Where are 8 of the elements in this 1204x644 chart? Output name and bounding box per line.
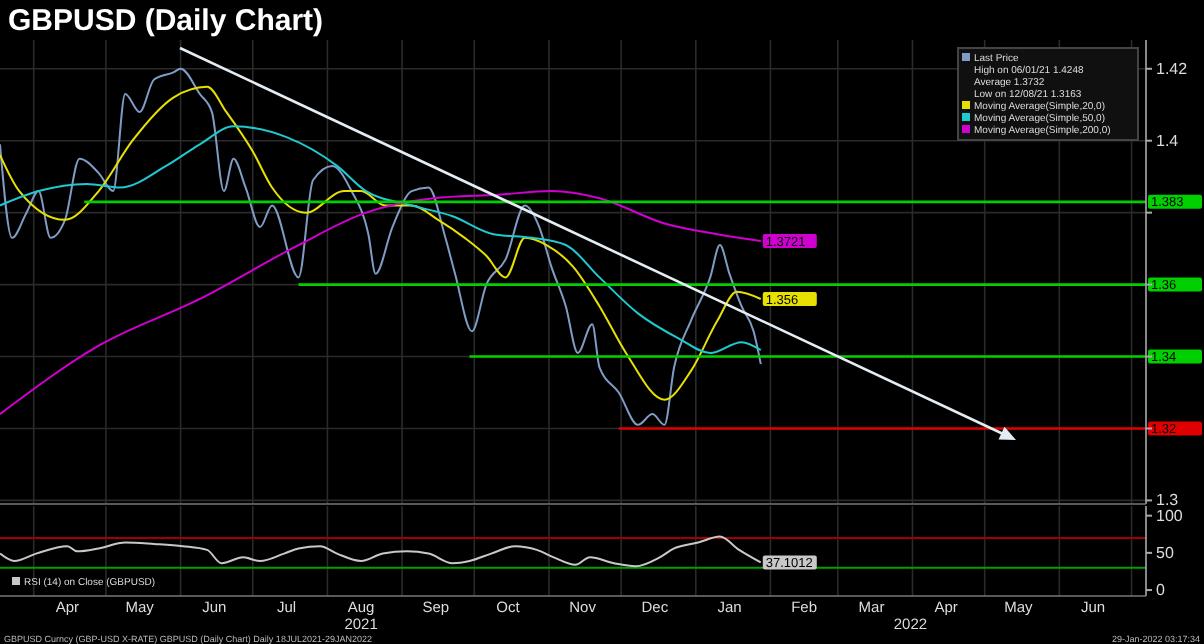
chart-title: GBPUSD (Daily Chart) <box>8 4 324 38</box>
y-tick-label: 100 <box>1156 506 1184 525</box>
y-tick-label: 1.4 <box>1156 131 1180 150</box>
y-tick-label: 0 <box>1156 581 1166 600</box>
y-tick-label: 1.3 <box>1156 491 1180 510</box>
y-tick-label: 1.42 <box>1156 59 1189 78</box>
line-series <box>0 125 762 354</box>
y-tick-label: 50 <box>1156 543 1175 562</box>
